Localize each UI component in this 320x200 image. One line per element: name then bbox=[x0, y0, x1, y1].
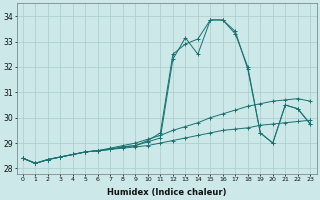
X-axis label: Humidex (Indice chaleur): Humidex (Indice chaleur) bbox=[107, 188, 226, 197]
